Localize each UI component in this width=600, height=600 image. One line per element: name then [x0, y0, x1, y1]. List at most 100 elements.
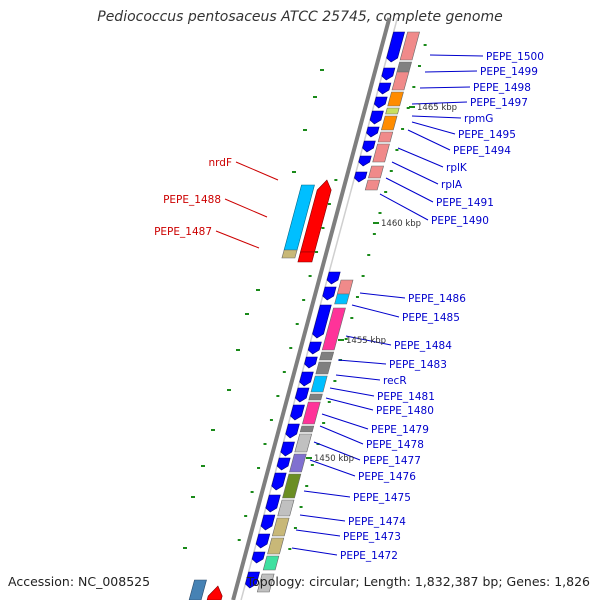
reverse-gene-20 [271, 472, 287, 491]
label-leader-line-9 [385, 177, 434, 203]
forward-gene-1 [206, 585, 223, 600]
gene-label-PEPE_1480: PEPE_1480 [376, 405, 434, 417]
cog-feature-box-6 [377, 131, 394, 143]
cog-feature-box-4 [385, 107, 400, 115]
forward-label-leader-0 [235, 161, 279, 181]
gene-label-PEPE_1476: PEPE_1476 [358, 471, 416, 483]
label-leader-line-7 [397, 147, 444, 168]
gene-label-PEPE_1490: PEPE_1490 [431, 215, 489, 227]
reverse-gene-11 [312, 304, 332, 339]
cog-feature-box-14 [315, 361, 332, 375]
gene-label-PEPE_1497: PEPE_1497 [470, 97, 528, 109]
label-leader-line-13 [345, 335, 392, 346]
label-leader-line-17 [325, 397, 374, 411]
reverse-gene-6 [362, 140, 376, 153]
cog-feature-box-15 [310, 375, 328, 393]
reverse-gene-12 [307, 341, 322, 355]
gene-label-PEPE_1495: PEPE_1495 [458, 129, 516, 141]
reverse-gene-1 [381, 67, 396, 81]
gene-label-PEPE_1491: PEPE_1491 [436, 197, 494, 209]
label-leader-line-8 [391, 161, 439, 185]
gene-label-PEPE_1478: PEPE_1478 [366, 439, 424, 451]
cog-feature-box-22 [277, 499, 295, 517]
reverse-gene-24 [251, 551, 266, 564]
cog-feature-box-12 [321, 307, 346, 351]
backbone-line [231, 17, 392, 600]
reverse-gene-7 [358, 155, 372, 167]
gene-label-PEPE_1485: PEPE_1485 [402, 312, 460, 324]
forward-label-leader-2 [215, 230, 260, 249]
gene-label-PEPE_1474: PEPE_1474 [348, 516, 406, 528]
cog-feature-box-8 [368, 165, 384, 179]
label-leader-line-18 [321, 413, 369, 430]
label-leader-line-10 [379, 193, 429, 221]
reverse-gene-3 [373, 96, 388, 109]
reverse-gene-16 [290, 404, 305, 421]
accession-text: Accession: NC_008525 [8, 574, 151, 589]
gene-label-PEPE_1472: PEPE_1472 [340, 550, 398, 562]
label-leader-line-19 [319, 425, 364, 445]
gene-label-nrdF: nrdF [209, 157, 233, 169]
label-leader-line-0 [429, 54, 484, 57]
reverse-gene-8 [354, 171, 368, 183]
label-leader-line-11 [359, 292, 406, 299]
label-leader-line-24 [295, 529, 341, 537]
cog-feature-box-3 [387, 91, 404, 107]
label-leader-line-5 [411, 121, 456, 135]
gene-label-PEPE_1499: PEPE_1499 [480, 66, 538, 78]
reverse-gene-2 [377, 82, 392, 95]
reverse-gene-23 [255, 533, 271, 549]
gene-label-PEPE_1484: PEPE_1484 [394, 340, 452, 352]
cog-feature-box-21 [282, 473, 302, 499]
cog-feature-box-10 [336, 279, 354, 295]
cog-feature-box-2 [391, 71, 410, 91]
gene-label-rplK: rplK [446, 162, 468, 174]
label-leader-line-2 [419, 86, 471, 89]
cog-feature-box-7 [372, 143, 390, 163]
label-leader-line-4 [411, 115, 462, 119]
label-leader-line-1 [424, 70, 478, 73]
gene-label-PEPE_1473: PEPE_1473 [343, 531, 401, 543]
label-leader-line-22 [303, 490, 351, 498]
cog-feature-box-20 [289, 453, 307, 473]
forward-cog-box-1 [281, 249, 298, 259]
gene-label-PEPE_1477: PEPE_1477 [363, 455, 421, 467]
kbp-tick-label-1: 1460 kbp [381, 219, 421, 229]
reverse-gene-15 [294, 387, 310, 403]
reverse-gene-5 [366, 126, 380, 138]
kbp-tick-label-3: 1450 kbp [314, 454, 354, 464]
gene-label-PEPE_1483: PEPE_1483 [389, 359, 447, 371]
reverse-gene-14 [299, 371, 314, 387]
reverse-gene-9 [326, 271, 341, 285]
label-leader-line-15 [335, 374, 381, 381]
label-leader-line-6 [407, 129, 451, 151]
label-leader-line-21 [309, 459, 356, 477]
reverse-gene-22 [260, 514, 276, 531]
reverse-gene-0 [386, 31, 405, 63]
cog-feature-box-0 [399, 31, 420, 61]
reverse-gene-18 [280, 441, 295, 457]
reverse-gene-25 [245, 571, 260, 589]
cog-feature-box-25 [262, 555, 280, 571]
gene-label-PEPE_1486: PEPE_1486 [408, 293, 466, 305]
label-leader-line-25 [291, 547, 338, 556]
label-leader-line-20 [313, 441, 361, 461]
label-leader-line-12 [351, 304, 400, 318]
gene-label-rpmG: rpmG [464, 113, 493, 125]
reverse-gene-4 [369, 110, 384, 125]
genome-stats-text: Topology: circular; Length: 1,832,387 bp… [246, 574, 590, 589]
cog-feature-box-11 [334, 293, 350, 305]
kbp-tick-label-2: 1455 kbp [346, 336, 386, 346]
cog-feature-box-23 [271, 517, 290, 537]
gene-label-PEPE_1475: PEPE_1475 [353, 492, 411, 504]
cog-feature-box-13 [319, 351, 335, 361]
cog-feature-box-19 [294, 433, 313, 453]
cog-feature-box-18 [299, 425, 315, 433]
forward-cog-box-2 [188, 579, 207, 600]
label-leader-line-23 [299, 514, 346, 522]
label-leader-line-16 [329, 387, 375, 397]
cog-feature-box-17 [302, 401, 321, 425]
reverse-gene-17 [285, 423, 300, 439]
label-leader-line-3 [411, 101, 468, 105]
